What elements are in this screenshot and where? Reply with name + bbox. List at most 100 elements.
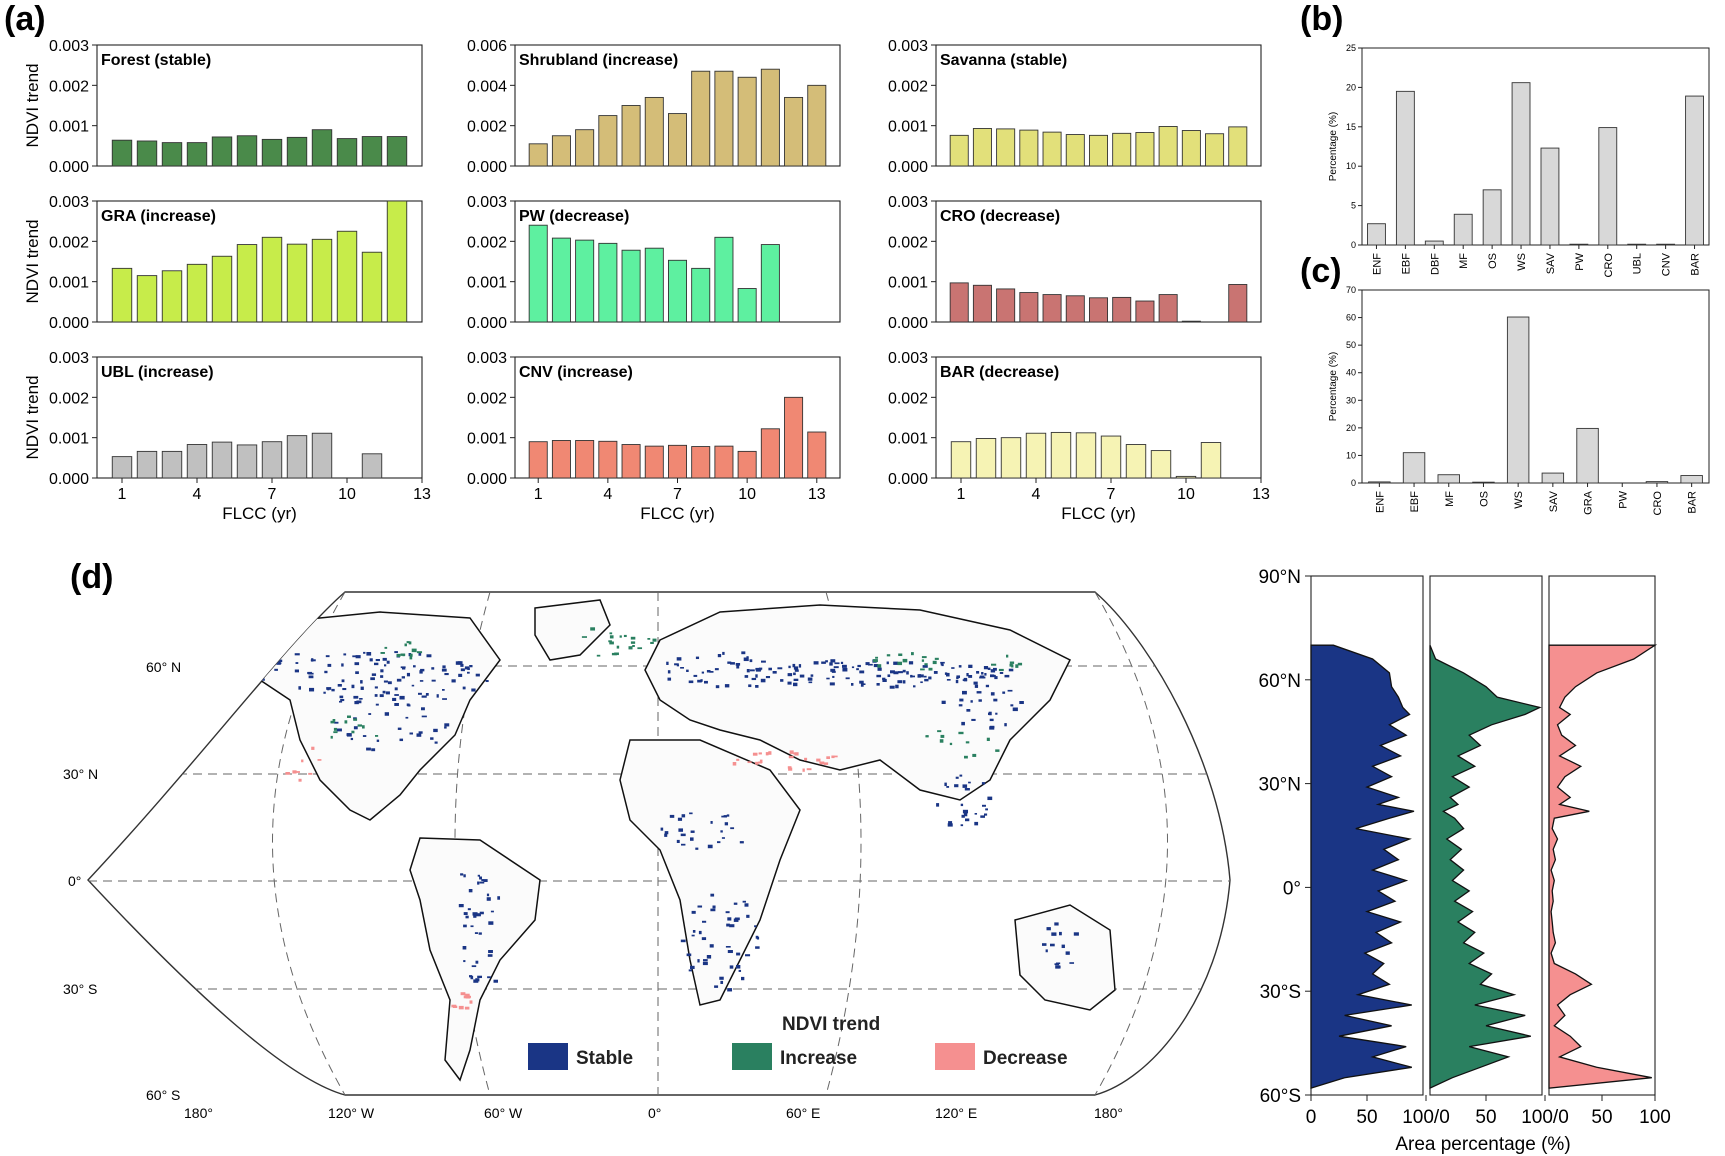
trend-pixel-stable [697, 959, 700, 963]
area-stable [1310, 644, 1415, 1089]
lat-tick-label: 30°S [1260, 982, 1301, 1003]
bar [714, 236, 734, 323]
subplot-title: Shrubland (increase) [519, 52, 678, 69]
trend-pixel-stable [370, 677, 375, 681]
trend-pixel-stable [890, 670, 895, 674]
trend-pixel-stable [475, 960, 479, 964]
bar [996, 288, 1016, 323]
bar [1112, 296, 1132, 323]
bar [211, 255, 233, 323]
x-tick-label: WS [1513, 491, 1525, 509]
trend-pixel-stable [739, 841, 744, 844]
bar [1598, 127, 1618, 246]
trend-pixel-stable [712, 905, 716, 909]
bar [136, 140, 158, 167]
lon-label-180e: 180° [1094, 1105, 1123, 1121]
trend-pixel-stable [380, 669, 384, 673]
trend-pixel-stable [989, 718, 994, 722]
lat-tick-label: 60°N [1259, 671, 1301, 692]
x-tick-label: EBF [1409, 491, 1421, 513]
trend-pixel-stable [356, 700, 362, 704]
y-tick-label: 0.002 [467, 119, 507, 136]
x-tick-label: 13 [413, 486, 431, 503]
trend-pixel-stable [444, 726, 447, 729]
trend-pixel-stable [714, 985, 719, 988]
trend-pixel-stable [845, 677, 850, 680]
bar [161, 450, 183, 479]
bar [161, 142, 183, 167]
trend-pixel-stable [487, 976, 491, 979]
lon-label-180w: 180° [184, 1105, 213, 1121]
trend-pixel-stable [366, 747, 371, 751]
panel-d-map: 60° N 30° N 0° 30° S 60° S 180° 120° W 6… [63, 591, 1231, 1121]
trend-pixel-stable [1069, 962, 1075, 964]
trend-pixel-stable [968, 675, 973, 678]
trend-pixel-stable [488, 921, 494, 925]
trend-pixel-stable [719, 976, 724, 980]
trend-pixel-stable [294, 669, 299, 673]
y-tick-label: 0.003 [467, 194, 507, 211]
bar [949, 282, 969, 323]
bar [950, 441, 972, 479]
bar [551, 135, 571, 167]
bar [1228, 284, 1248, 323]
trend-pixel-stable [380, 675, 384, 678]
trend-pixel-stable [964, 788, 970, 791]
trend-pixel-stable [721, 837, 725, 839]
trend-pixel-stable [421, 715, 427, 718]
trend-pixel-stable [873, 664, 879, 668]
trend-pixel-stable [392, 697, 397, 702]
trend-pixel-stable [703, 959, 708, 962]
bar [1065, 295, 1085, 323]
x-tick-label: GRA [1583, 490, 1595, 515]
trend-pixel-decrease [831, 755, 835, 759]
trend-pixel-stable [962, 809, 969, 814]
trend-pixel-stable [278, 662, 282, 665]
bar [972, 284, 992, 323]
y-tick-label: 0.001 [467, 275, 507, 292]
x-tick-label: 7 [268, 486, 277, 503]
trend-pixel-stable [470, 975, 474, 980]
trend-pixel-stable [727, 950, 733, 954]
bar [575, 440, 595, 479]
trend-pixel-increase [650, 641, 654, 644]
panel-c-bar-chart: ENF EBF MF OS WS SAV GRA PW CRO BAR 0 10 20 30 40 50 60 7… [1328, 285, 1710, 515]
x-tick-label: MF [1458, 253, 1470, 269]
trend-pixel-stable [352, 655, 357, 658]
trend-pixel-decrease [464, 993, 470, 996]
trend-pixel-stable [842, 664, 847, 668]
bar [286, 435, 308, 479]
trend-pixel-decrease [759, 759, 763, 764]
legend-swatch-increase [732, 1043, 772, 1070]
trend-pixel-stable [467, 908, 471, 911]
trend-pixel-stable [733, 918, 739, 922]
bar [575, 129, 595, 167]
trend-pixel-stable [323, 691, 326, 694]
trend-pixel-stable [832, 675, 835, 678]
trend-pixel-stable [224, 663, 230, 667]
trend-pixel-decrease [317, 759, 322, 761]
trend-pixel-stable [265, 640, 270, 644]
trend-pixel-increase [949, 742, 953, 746]
bar [236, 444, 258, 479]
y-tick-label: 0.000 [49, 159, 89, 176]
trend-pixel-stable [882, 678, 887, 683]
bar [1181, 320, 1201, 323]
y-tick-label: 0.001 [888, 275, 928, 292]
y-tick-label: 5 [1351, 201, 1356, 211]
trend-pixel-stable [706, 670, 711, 673]
subplot-title: UBL (increase) [101, 364, 214, 381]
trend-pixel-stable [462, 946, 467, 950]
trend-pixel-increase [351, 730, 355, 734]
x-tick-label: 1 [118, 486, 127, 503]
trend-pixel-stable [479, 876, 482, 880]
trend-pixel-stable [355, 671, 359, 675]
trend-pixel-stable [436, 694, 439, 698]
trend-pixel-stable [325, 655, 330, 658]
trend-pixel-stable [308, 675, 314, 679]
trend-pixel-stable [727, 917, 732, 921]
trend-pixel-stable [727, 988, 733, 992]
trend-pixel-stable [477, 874, 481, 877]
bar [598, 115, 618, 167]
trend-pixel-decrease [789, 750, 794, 754]
